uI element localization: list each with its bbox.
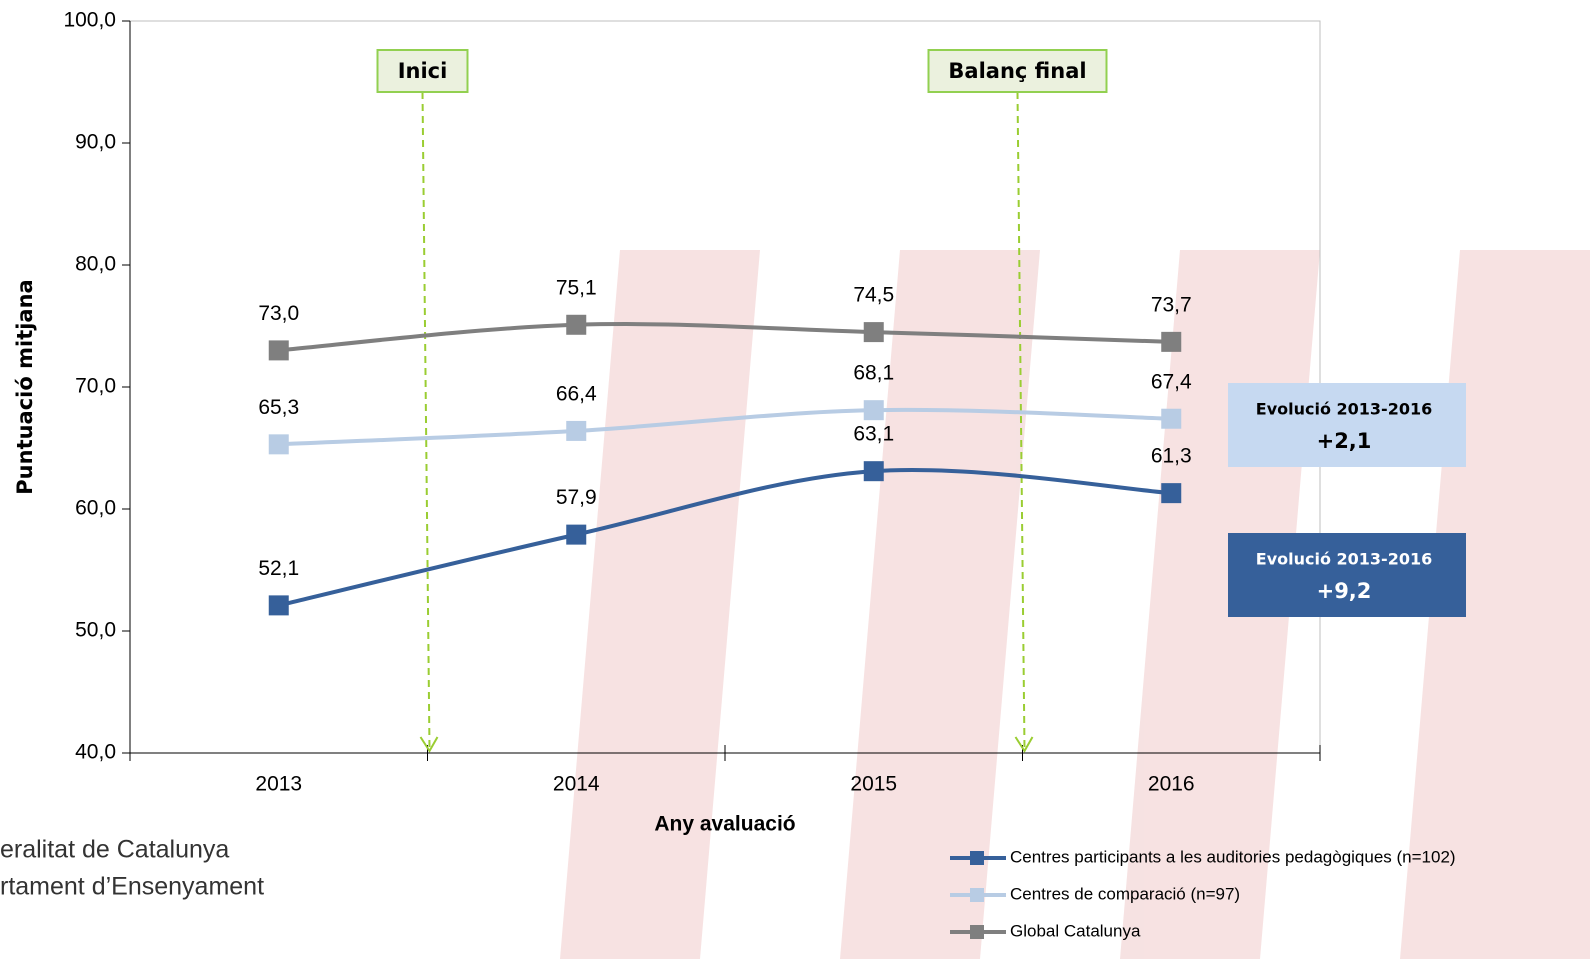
data-label: 68,1: [853, 362, 894, 385]
point: [863, 322, 884, 343]
data-label: 63,1: [853, 423, 894, 446]
logo-text: rtament d’Ensenyament: [0, 873, 264, 901]
x-tick-label: 2015: [850, 773, 897, 796]
legend-label: Centres de comparació (n=97): [1010, 884, 1240, 903]
data-label: 66,4: [556, 382, 597, 405]
data-label: 73,7: [1151, 293, 1192, 316]
evolution-value: +2,1: [1317, 429, 1372, 453]
data-label: 75,1: [556, 276, 597, 299]
evolution-value: +9,2: [1317, 579, 1372, 603]
data-label: 65,3: [258, 396, 299, 419]
data-label: 74,5: [853, 284, 894, 307]
y-tick-label: 40,0: [75, 741, 116, 764]
y-tick-label: 70,0: [75, 375, 116, 398]
y-tick-label: 90,0: [75, 131, 116, 154]
y-tick-label: 80,0: [75, 253, 116, 276]
marker-arrow: [1014, 736, 1034, 753]
y-tick-label: 60,0: [75, 497, 116, 520]
evolution-box: [1228, 533, 1466, 617]
data-label: 61,3: [1151, 445, 1192, 468]
series-line: [278, 322, 1172, 353]
x-tick-label: 2014: [553, 773, 600, 796]
legend-marker: [970, 888, 984, 902]
point: [1161, 331, 1182, 352]
point: [566, 524, 587, 545]
point: [268, 340, 289, 361]
point: [268, 434, 289, 455]
point: [268, 595, 289, 616]
data-label: 67,4: [1151, 370, 1192, 393]
marker-arrow: [419, 736, 439, 753]
data-label: 73,0: [258, 302, 299, 325]
evolution-title: Evolució 2013-2016: [1256, 400, 1432, 419]
marker-box: [927, 49, 1108, 93]
evolution-title: Evolució 2013-2016: [1256, 550, 1432, 569]
legend-marker: [970, 925, 984, 939]
marker-label: Inici: [398, 59, 448, 83]
data-label: 52,1: [258, 557, 299, 580]
data-label: 57,9: [556, 486, 597, 509]
point: [863, 400, 884, 421]
marker-line: [1016, 91, 1026, 750]
marker-label: Balanç final: [948, 59, 1086, 83]
y-tick-label: 50,0: [75, 619, 116, 642]
evolution-box: [1228, 383, 1466, 467]
point: [1161, 408, 1182, 429]
legend-label: Global Catalunya: [1010, 921, 1141, 940]
point: [863, 461, 884, 482]
logo-text: eralitat de Catalunya: [0, 836, 229, 864]
legend-marker: [970, 851, 984, 865]
point: [566, 314, 587, 335]
legend-label: Centres participants a les auditories pe…: [1010, 847, 1456, 866]
marker-line: [421, 91, 431, 750]
x-tick-label: 2013: [255, 773, 302, 796]
marker-box: [376, 49, 469, 93]
x-tick-label: 2016: [1148, 773, 1195, 796]
point: [1161, 483, 1182, 504]
y-tick-label: 100,0: [63, 9, 116, 32]
y-axis-title: Puntuació mitjana: [13, 279, 37, 494]
series-line: [278, 467, 1172, 608]
x-axis-title: Any avaluació: [654, 813, 795, 836]
point: [566, 420, 587, 441]
series-line: [278, 407, 1172, 447]
